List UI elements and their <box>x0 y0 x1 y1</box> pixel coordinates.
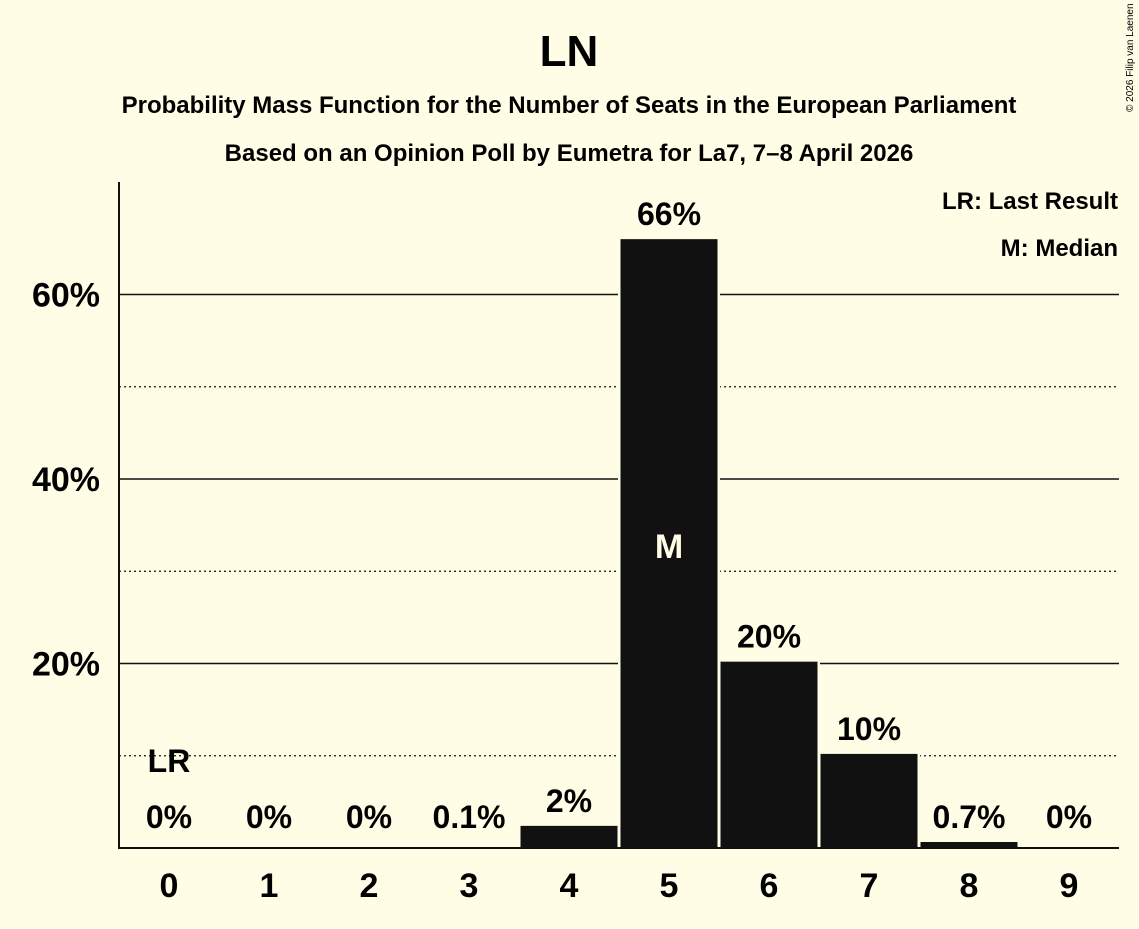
y-tick-label: 20% <box>32 646 100 684</box>
bar-7 <box>820 753 918 848</box>
x-tick-label: 1 <box>260 867 279 905</box>
data-label: 0% <box>146 799 192 835</box>
data-label: 0% <box>246 799 292 835</box>
x-tick-label: 3 <box>460 867 479 905</box>
x-tick-label: 5 <box>660 867 679 905</box>
chart-subtitle: Probability Mass Function for the Number… <box>122 92 1017 119</box>
x-tick-label: 0 <box>160 867 179 905</box>
legend-median: M: Median <box>1001 235 1118 262</box>
x-tick-label: 9 <box>1060 867 1079 905</box>
data-label: 0.1% <box>433 799 506 835</box>
data-label: 20% <box>737 619 801 655</box>
last-result-marker: LR <box>148 743 191 779</box>
data-label: 0% <box>1046 799 1092 835</box>
data-label: 0.7% <box>933 799 1006 835</box>
bar-gap <box>418 845 520 848</box>
data-label: 2% <box>546 783 592 819</box>
bar-6 <box>720 661 818 848</box>
y-tick-label: 40% <box>32 461 100 499</box>
bar-8 <box>920 842 1018 848</box>
data-label: 10% <box>837 711 901 747</box>
x-tick-label: 2 <box>360 867 379 905</box>
median-marker: M <box>655 528 683 566</box>
x-tick-label: 6 <box>760 867 779 905</box>
legend-last-result: LR: Last Result <box>942 188 1118 215</box>
data-label: 66% <box>637 196 701 232</box>
x-tick-label: 4 <box>560 867 579 905</box>
data-label: 0% <box>346 799 392 835</box>
bar-4 <box>520 825 618 848</box>
x-tick-label: 7 <box>860 867 879 905</box>
x-tick-label: 8 <box>960 867 979 905</box>
chart-subtitle-2: Based on an Opinion Poll by Eumetra for … <box>225 140 914 167</box>
chart-title: LN <box>540 27 599 76</box>
y-tick-label: 60% <box>32 277 100 315</box>
copyright: © 2026 Filip van Laenen <box>1125 3 1136 112</box>
bar-5 <box>620 239 718 848</box>
